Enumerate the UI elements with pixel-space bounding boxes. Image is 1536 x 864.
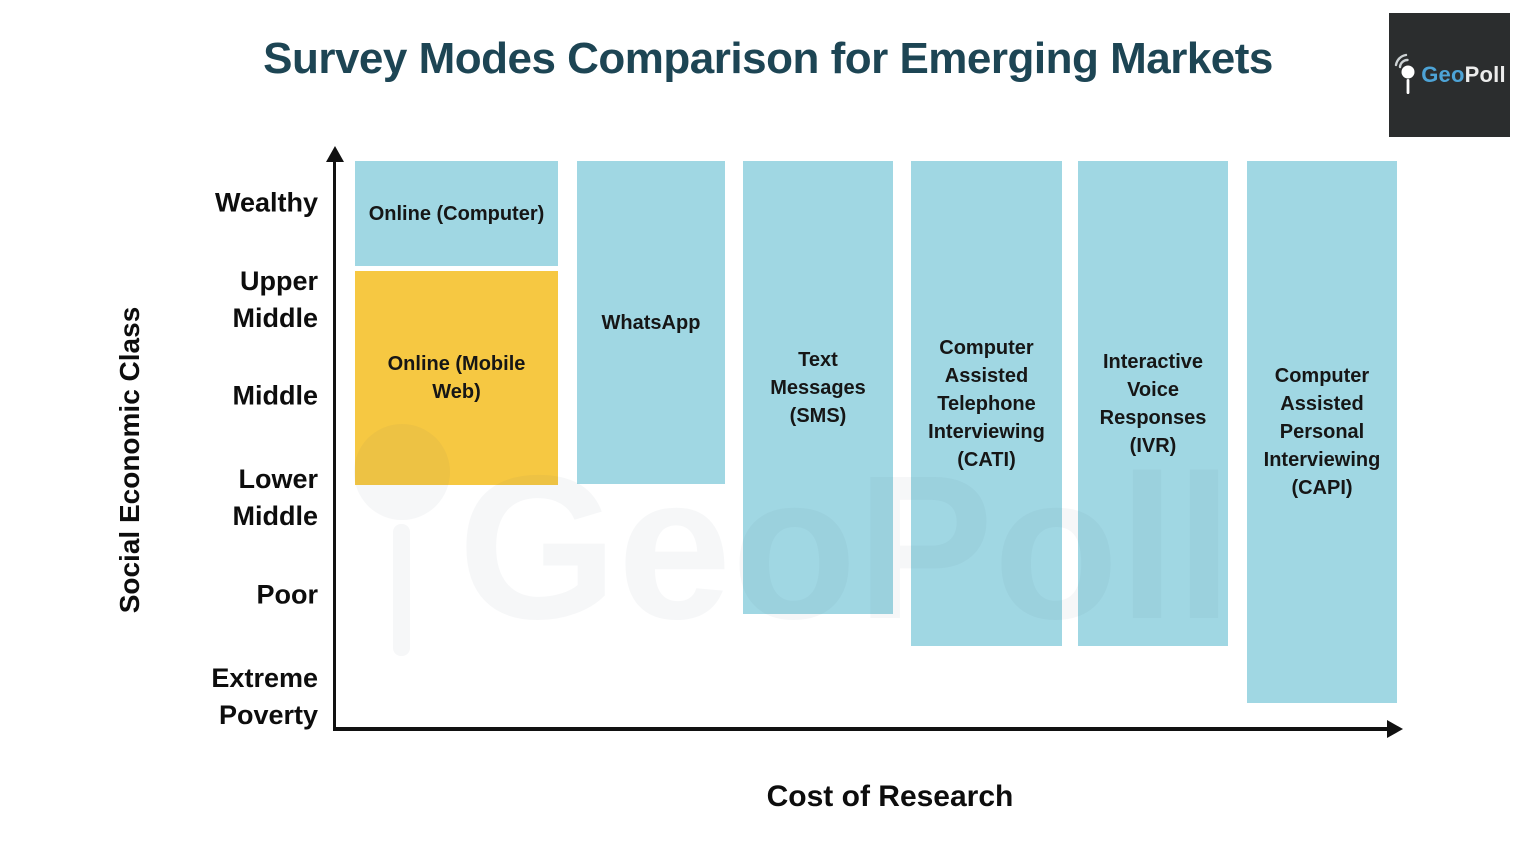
y-axis-line [333, 158, 336, 731]
y-tick-label-wealthy: Wealthy [214, 187, 318, 218]
page-title: Survey Modes Comparison for Emerging Mar… [263, 34, 1273, 83]
x-axis-title: Cost of Research [766, 780, 1014, 813]
bar-label-cati: Computer Assisted Telephone Interviewing… [928, 336, 1045, 471]
y-tick-label-upper-middle: Upper Middle [232, 266, 319, 333]
y-tick-label-extreme-poverty: Extreme Poverty [211, 663, 318, 730]
bar-label-ivr: Interactive Voice Responses (IVR) [1099, 350, 1207, 457]
x-axis-arrow-icon [1387, 720, 1403, 738]
bar-label-whatsapp: WhatsApp [601, 311, 701, 334]
x-axis-line [333, 727, 1391, 731]
bar-label-capi: Computer Assisted Personal Interviewing … [1263, 365, 1381, 499]
bar-cati: Computer Assisted Telephone Interviewing… [911, 161, 1062, 646]
geopoll-logo-text: GeoPoll [1421, 62, 1506, 88]
y-axis-arrow-icon [326, 146, 344, 162]
bar-whatsapp: WhatsApp [577, 161, 725, 484]
bar-sms: Text Messages (SMS) [743, 161, 893, 614]
y-tick-label-middle: Middle [232, 380, 319, 411]
geopoll-pin-signal-icon [1395, 53, 1415, 94]
y-tick-label-poor: Poor [256, 579, 318, 610]
bar-ivr: Interactive Voice Responses (IVR) [1078, 161, 1228, 646]
geopoll-logo: GeoPoll [1389, 13, 1510, 137]
bar-label-online-computer: Online (Computer) [368, 202, 545, 225]
bar-online-computer: Online (Computer) [355, 161, 558, 266]
bar-online-mobile-web: Online (Mobile Web) [355, 271, 558, 485]
bar-label-sms: Text Messages (SMS) [770, 348, 866, 427]
bar-label-online-mobile-web: Online (Mobile Web) [387, 353, 526, 403]
bar-capi: Computer Assisted Personal Interviewing … [1247, 161, 1397, 703]
logo-text-poll: Poll [1464, 62, 1506, 87]
y-tick-label-lower-middle: Lower Middle [232, 464, 319, 531]
y-axis-title: Social Economic Class [114, 306, 145, 614]
logo-text-geo: Geo [1421, 62, 1465, 87]
